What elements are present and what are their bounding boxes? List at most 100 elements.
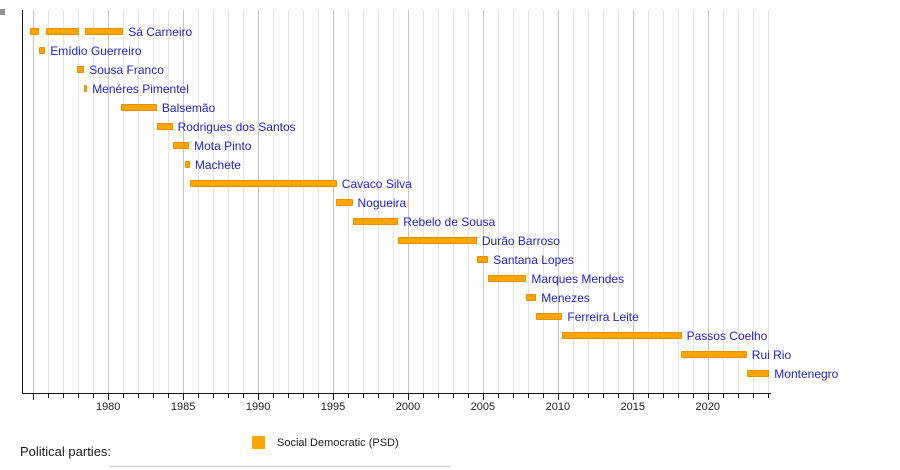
gridline-1991 (273, 10, 275, 393)
gridline-1999 (393, 10, 394, 393)
gridline-1998 (378, 10, 379, 393)
term-bar-sa-carneiro-2 (46, 28, 79, 35)
leader-label-mota-pinto[interactable]: Mota Pinto (194, 138, 252, 153)
x-tick-2015 (632, 394, 634, 400)
x-tick-1990 (258, 394, 260, 400)
leader-label-marques-mendes[interactable]: Marques Mendes (531, 271, 625, 286)
gridline-2008 (527, 10, 529, 393)
x-tick-1980 (108, 394, 110, 400)
x-tick-2003 (453, 394, 454, 398)
gridline-2021 (722, 10, 724, 393)
gridline-1985 (183, 10, 185, 393)
leader-label-balsemao[interactable]: Balsemão (161, 100, 216, 115)
leader-label-meneres-pimentel[interactable]: Menéres Pimentel (92, 81, 189, 96)
gridline-1992 (288, 10, 290, 393)
x-tick-label-2015: 2015 (620, 401, 646, 413)
gridline-2001 (423, 10, 424, 393)
leader-label-passos-coelho[interactable]: Passos Coelho (686, 328, 768, 343)
x-tick-1996 (348, 394, 349, 398)
gridline-1982 (138, 10, 140, 393)
x-tick-1977 (63, 394, 65, 398)
gridline-2018 (677, 10, 679, 393)
leader-label-emidio-guerreiro[interactable]: Emídio Guerreiro (50, 43, 142, 58)
leader-label-durao-barroso[interactable]: Durão Barroso (481, 233, 560, 248)
x-tick-1982 (138, 394, 140, 398)
leader-label-ferreira-leite[interactable]: Ferreira Leite (567, 309, 639, 324)
leader-label-nogueira[interactable]: Nogueira (357, 195, 407, 210)
x-tick-1991 (273, 394, 275, 398)
gridline-2002 (438, 10, 439, 393)
x-tick-label-1980: 1980 (95, 401, 121, 413)
gridline-1983 (153, 10, 155, 393)
x-tick-label-1995: 1995 (320, 401, 346, 413)
x-tick-1978 (78, 394, 80, 398)
gridline-1975 (33, 10, 35, 393)
x-tick-2022 (737, 394, 739, 398)
term-bar-passos-coelho (562, 332, 682, 339)
gridline-2016 (647, 10, 649, 393)
term-bar-nogueira (336, 199, 353, 206)
x-tick-1985 (183, 394, 185, 400)
term-bar-sousa-franco (76, 66, 85, 73)
gridline-2003 (453, 10, 454, 393)
term-bar-cavaco-silva (189, 180, 337, 187)
gridline-2006 (497, 10, 499, 393)
gridline-1997 (363, 10, 364, 393)
legend: Social Democratic (PSD) (252, 436, 399, 449)
leader-label-rui-rio[interactable]: Rui Rio (751, 347, 792, 362)
gridline-2005 (482, 10, 484, 393)
x-tick-label-2010: 2010 (545, 401, 571, 413)
x-tick-2006 (497, 394, 499, 398)
leader-label-cavaco-silva[interactable]: Cavaco Silva (341, 176, 412, 191)
gridline-1993 (303, 10, 305, 393)
gridline-2020 (707, 10, 709, 393)
leader-label-santana-lopes[interactable]: Santana Lopes (493, 252, 574, 267)
term-bar-rodrigues-dos-santos (156, 123, 173, 130)
term-bar-emidio-guerreiro (39, 47, 46, 54)
gridline-1978 (78, 10, 80, 393)
gridline-2024 (767, 10, 769, 393)
term-bar-rui-rio (680, 351, 747, 358)
leader-label-menezes[interactable]: Menezes (541, 290, 590, 305)
term-bar-menezes (526, 294, 537, 301)
x-tick-label-2000: 2000 (395, 401, 421, 413)
psd-color-swatch (252, 436, 265, 449)
leader-label-sousa-franco[interactable]: Sousa Franco (89, 62, 164, 77)
leader-label-montenegro[interactable]: Montenegro (774, 366, 839, 381)
gridline-2013 (602, 10, 604, 393)
leader-label-rebelo-de-sousa[interactable]: Rebelo de Sousa (403, 214, 496, 229)
gridline-1976 (48, 10, 50, 393)
gridline-1986 (198, 10, 200, 393)
gridline-1989 (243, 10, 245, 393)
y-axis-line (22, 10, 23, 394)
term-bar-machete (184, 161, 190, 168)
x-tick-label-2005: 2005 (470, 401, 496, 413)
x-tick-2004 (468, 394, 469, 398)
x-tick-1976 (48, 394, 50, 398)
gridline-1994 (318, 10, 320, 393)
gridline-2022 (737, 10, 739, 393)
x-tick-1997 (363, 394, 364, 398)
x-tick-1984 (168, 394, 170, 398)
gridline-1987 (213, 10, 215, 393)
gridline-2011 (572, 10, 574, 393)
x-tick-1999 (393, 394, 394, 398)
term-bar-sa-carneiro-3 (85, 28, 124, 35)
x-tick-2009 (542, 394, 544, 398)
x-tick-1983 (153, 394, 155, 398)
x-tick-2016 (647, 394, 649, 398)
gridline-1979 (93, 10, 95, 393)
term-bar-santana-lopes (476, 256, 489, 263)
x-tick-label-1990: 1990 (245, 401, 271, 413)
x-tick-2008 (527, 394, 529, 398)
x-tick-1988 (228, 394, 230, 398)
x-tick-2017 (662, 394, 664, 398)
leader-label-machete[interactable]: Machete (194, 157, 241, 172)
leader-label-rodrigues-dos-santos[interactable]: Rodrigues dos Santos (177, 119, 296, 134)
gridline-1995 (333, 10, 334, 393)
gridline-2019 (692, 10, 694, 393)
x-tick-label-2020: 2020 (695, 401, 721, 413)
x-tick-2014 (617, 394, 619, 398)
leader-label-sa-carneiro[interactable]: Sá Carneiro (128, 24, 193, 39)
